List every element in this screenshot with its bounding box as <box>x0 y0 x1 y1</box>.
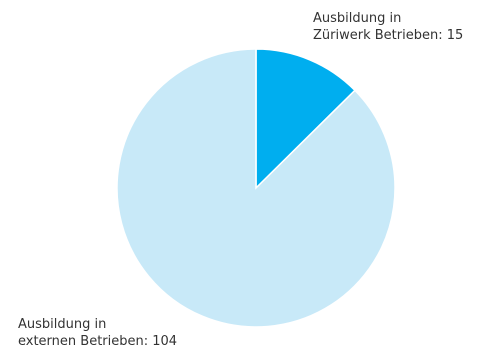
pie-slice <box>255 48 356 190</box>
slice-label: Ausbildung in Züriwerk Betrieben: 15 <box>313 11 464 43</box>
pie-slice <box>116 48 396 328</box>
slice-label: Ausbildung in externen Betrieben: 104 <box>18 317 178 349</box>
